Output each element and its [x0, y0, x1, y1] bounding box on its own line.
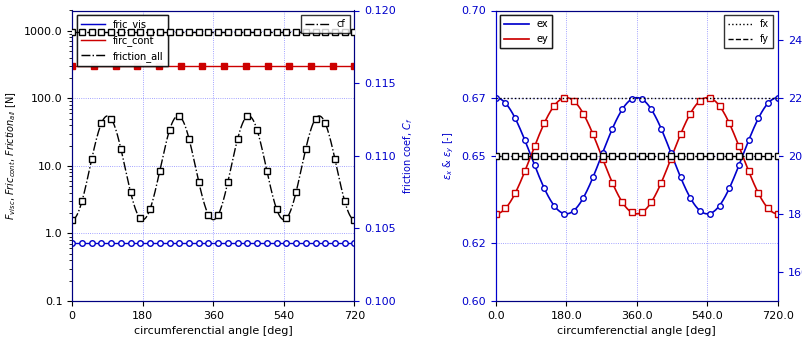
Y-axis label: friction coef, $C_f$: friction coef, $C_f$: [402, 118, 415, 194]
X-axis label: circumferenctial angle [deg]: circumferenctial angle [deg]: [134, 326, 293, 336]
X-axis label: circumferenctial angle [deg]: circumferenctial angle [deg]: [557, 326, 716, 336]
Legend: ex, ey: ex, ey: [500, 15, 552, 48]
Legend: fx, fy: fx, fy: [724, 15, 773, 48]
Legend: cf: cf: [301, 15, 350, 33]
Y-axis label: $\epsilon_x$ & $\epsilon_y$ [-]: $\epsilon_x$ & $\epsilon_y$ [-]: [441, 132, 456, 180]
Y-axis label: $F_{visc}$, $Fric_{cont}$, $Friction_{all}$ [N]: $F_{visc}$, $Fric_{cont}$, $Friction_{al…: [5, 92, 18, 220]
Legend: fric_vis, firc_cont, friction_all: fric_vis, firc_cont, friction_all: [77, 15, 168, 65]
